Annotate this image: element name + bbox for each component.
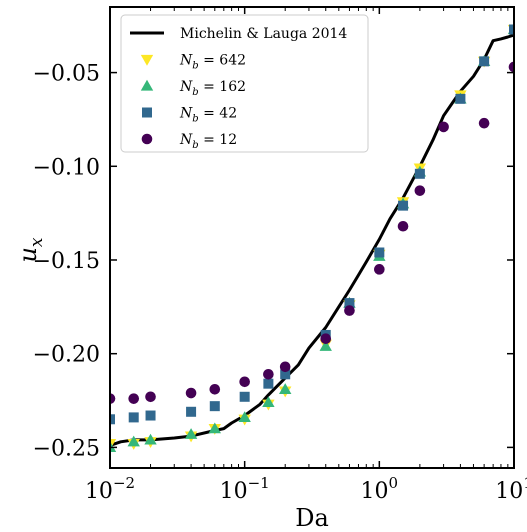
legend-label-symbol: N (179, 53, 193, 69)
x-tick-label: 10−1 (220, 474, 270, 504)
y-tick-label: −0.05 (33, 62, 100, 87)
legend-label-value: 642 (219, 53, 246, 69)
series-square (110, 24, 514, 425)
data-point (414, 168, 425, 179)
legend-label: Nb = 162 (179, 79, 246, 98)
y-axis-label: ux (14, 237, 47, 262)
legend-label-subscript: b (192, 114, 198, 125)
x-tick-base: 10 (495, 479, 523, 504)
data-point (397, 220, 409, 232)
legend-marker (140, 54, 154, 66)
data-point (279, 361, 291, 373)
data-point (209, 383, 221, 395)
legend-label-subscript: b (192, 61, 198, 72)
y-tick-label: −0.10 (33, 155, 100, 180)
legend-label-equals: = (199, 53, 220, 69)
data-point (398, 200, 409, 211)
x-axis-label: Da (295, 504, 329, 532)
legend-label-subscript: b (192, 140, 198, 151)
data-point (344, 305, 355, 316)
data-point (184, 428, 198, 439)
x-tick-exponent: 0 (389, 474, 399, 492)
data-point (208, 422, 221, 434)
x-tick-exponent: −2 (113, 474, 135, 492)
x-tick-label: 101 (495, 474, 527, 504)
x-tick-exponent: 1 (523, 474, 527, 492)
x-tick-label: 10−2 (85, 474, 135, 504)
data-point (239, 376, 250, 388)
data-point (344, 298, 355, 309)
data-point (438, 121, 449, 133)
legend-label-subscript: b (192, 87, 198, 98)
legend-label: Nb = 42 (179, 106, 237, 125)
legend-label: Michelin & Lauga 2014 (180, 26, 347, 42)
series-circle (110, 61, 514, 404)
plot-frame (109, 6, 515, 469)
data-point (262, 396, 275, 408)
legend-label-value: 12 (219, 132, 237, 148)
legend-marker (142, 107, 152, 118)
y-axis-label-subscript: x (27, 237, 47, 247)
data-point (145, 410, 156, 421)
data-layer (110, 23, 514, 453)
legend-label-symbol: N (179, 132, 193, 148)
data-point (128, 412, 139, 423)
data-point (479, 56, 490, 67)
data-point (374, 247, 385, 258)
legend-marker (140, 79, 154, 91)
legend-label-value: 162 (219, 79, 246, 95)
y-tick-label: −0.20 (33, 343, 100, 368)
x-tick-base: 10 (220, 479, 248, 504)
legend-label-equals: = (199, 79, 220, 95)
y-axis-label-text: ux (14, 237, 47, 262)
data-point (209, 401, 220, 412)
legend-label-equals: = (199, 106, 220, 122)
data-point (239, 391, 250, 402)
data-point (186, 406, 197, 417)
legend-label-equals: = (199, 132, 220, 148)
data-point (280, 369, 291, 380)
data-point (144, 433, 157, 445)
series-line-michelin-lauga (110, 33, 514, 447)
legend-marker (141, 133, 153, 145)
legend-label: Nb = 12 (179, 132, 237, 151)
data-point (478, 117, 490, 129)
data-point (455, 93, 466, 104)
data-point (185, 387, 197, 399)
legend-box (120, 14, 369, 153)
data-point (110, 438, 117, 450)
data-point (110, 441, 117, 453)
data-point (320, 333, 332, 344)
data-point (508, 61, 514, 73)
legend-label-value: 42 (219, 106, 237, 122)
x-tick-base: 10 (85, 479, 113, 504)
legend-label: Nb = 642 (179, 53, 246, 72)
axis-ticks: 10−210−1100101−0.25−0.20−0.15−0.10−0.05 (33, 7, 527, 504)
data-point (414, 185, 426, 196)
data-point (263, 369, 274, 380)
data-point (279, 383, 292, 394)
data-point (319, 339, 332, 351)
data-point (374, 264, 385, 275)
data-point (238, 411, 251, 423)
data-point (145, 391, 156, 403)
data-point (110, 393, 116, 404)
data-point (110, 414, 115, 425)
legend-label-symbol: N (179, 106, 193, 122)
data-point (263, 378, 274, 389)
x-tick-base: 10 (361, 479, 389, 504)
legend-label-symbol: N (179, 79, 193, 95)
data-point (128, 393, 140, 404)
y-axis-label-main: u (14, 247, 42, 262)
y-tick-label: −0.25 (33, 436, 100, 461)
x-tick-label: 100 (361, 474, 399, 504)
x-tick-exponent: −1 (248, 474, 270, 492)
y-tick-label: −0.15 (33, 249, 100, 274)
data-point (509, 24, 514, 35)
data-point (127, 435, 140, 447)
